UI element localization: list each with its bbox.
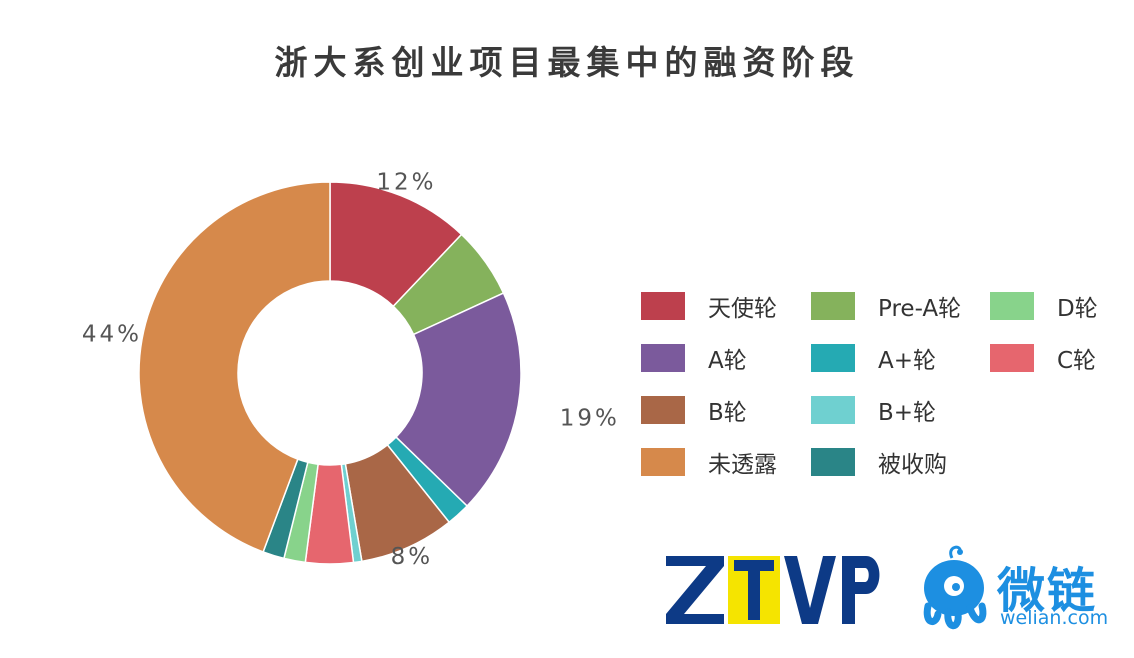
welian-logo-domain: welian.com xyxy=(1000,607,1109,629)
legend-label-pre-a: Pre-A轮 xyxy=(878,296,962,322)
legend-swatch-acquired xyxy=(811,448,855,476)
legend-swatch-a xyxy=(641,344,685,372)
pie-slice-9 xyxy=(138,181,331,553)
slice-label-4: 8% xyxy=(391,544,434,570)
slice-label-2: 19% xyxy=(560,405,620,431)
legend-label-undisclosed: 未透露 xyxy=(708,452,777,478)
legend-item-a-plus: A+轮 xyxy=(811,342,936,374)
legend-item-c: C轮 xyxy=(990,342,1096,374)
legend-swatch-undisclosed xyxy=(641,448,685,476)
legend-label-a: A轮 xyxy=(708,348,747,374)
legend-label-d: D轮 xyxy=(1057,296,1098,322)
legend-swatch-pre-a xyxy=(811,292,855,320)
slice-label-0: 12% xyxy=(376,169,436,195)
legend-label-c: C轮 xyxy=(1057,348,1097,374)
legend-item-b: B轮 xyxy=(641,394,747,426)
legend-label-angel: 天使轮 xyxy=(708,296,777,322)
welian-mascot-icon xyxy=(923,545,987,630)
legend-item-b-plus: B+轮 xyxy=(811,394,936,426)
legend-label-b: B轮 xyxy=(708,400,747,426)
legend-item-angel: 天使轮 xyxy=(641,290,777,322)
legend-label-a-plus: A+轮 xyxy=(878,348,937,374)
legend-label-b-plus: B+轮 xyxy=(878,400,937,426)
ztvp-logo xyxy=(666,556,880,624)
legend-swatch-b xyxy=(641,396,685,424)
logos: 微链 welian.com xyxy=(660,540,1120,640)
pie-slice-2 xyxy=(394,292,522,508)
legend-swatch-a-plus xyxy=(811,344,855,372)
legend-swatch-c xyxy=(990,344,1034,372)
chart-title: 浙大系创业项目最集中的融资阶段 xyxy=(274,43,860,82)
legend-swatch-d xyxy=(990,292,1034,320)
welian-logo-text: 微链 xyxy=(997,563,1098,619)
welian-logo: 微链 welian.com xyxy=(914,540,1120,640)
legend: 天使轮 Pre-A轮 D轮 A轮 A+轮 C轮 B轮 B+轮 未透露 被收购 xyxy=(641,286,1121,486)
legend-item-pre-a: Pre-A轮 xyxy=(811,290,961,322)
legend-item-d: D轮 xyxy=(990,290,1098,322)
legend-item-acquired: 被收购 xyxy=(811,446,947,478)
legend-swatch-b-plus xyxy=(811,396,855,424)
legend-label-acquired: 被收购 xyxy=(878,452,947,478)
legend-item-a: A轮 xyxy=(641,342,747,374)
legend-item-undisclosed: 未透露 xyxy=(641,446,777,478)
legend-swatch-angel xyxy=(641,292,685,320)
slice-label-9: 44% xyxy=(82,322,142,348)
